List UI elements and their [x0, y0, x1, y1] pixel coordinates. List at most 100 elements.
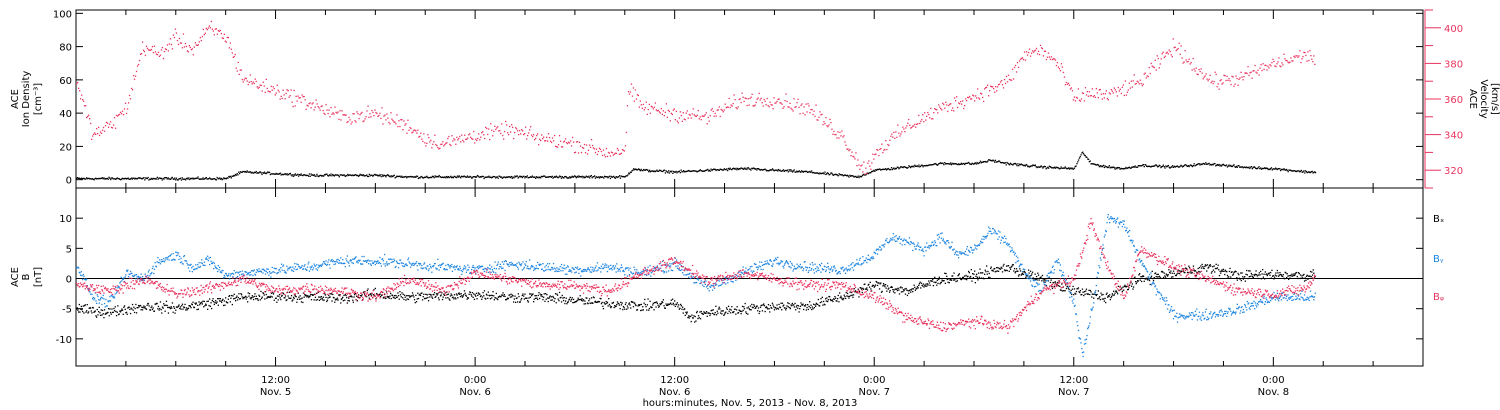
velocity-point [354, 120, 356, 122]
density-point [611, 176, 613, 178]
by-point [188, 264, 190, 266]
velocity-point [238, 73, 240, 75]
density-point [1092, 163, 1094, 165]
density-point [976, 161, 978, 164]
bx-point [1009, 268, 1012, 270]
by-point [117, 287, 119, 289]
bx-point [689, 315, 691, 317]
density-point [1276, 168, 1278, 171]
velocity-point [1258, 74, 1260, 76]
velocity-point [250, 81, 252, 83]
density-point [321, 175, 323, 177]
bx-point [737, 312, 739, 314]
density-point [279, 172, 281, 174]
velocity-point [1163, 56, 1165, 59]
bx-point [628, 303, 630, 305]
density-point [115, 178, 117, 180]
density-point [730, 168, 732, 170]
bx-point [1004, 270, 1006, 272]
velocity-point [1276, 63, 1278, 65]
density-point [295, 174, 297, 176]
velocity-point [413, 129, 415, 131]
bx-point [80, 305, 82, 308]
by-point [268, 270, 271, 273]
bx-point [613, 306, 615, 309]
bx-point [1289, 277, 1291, 279]
bx-point [680, 303, 682, 306]
density-point [281, 173, 283, 175]
bx-point [1258, 272, 1260, 274]
density-point [1292, 170, 1294, 172]
bx-point [1107, 295, 1109, 297]
velocity-point [127, 102, 130, 104]
velocity-point [126, 108, 129, 110]
velocity-point [829, 118, 831, 120]
density-point [826, 173, 828, 175]
bx-point [872, 284, 875, 287]
density-point [1047, 166, 1049, 168]
velocity-point [911, 126, 913, 129]
bx-point [307, 295, 309, 297]
velocity-point [1245, 72, 1247, 74]
bx-point [589, 302, 591, 304]
bx-point [649, 300, 651, 302]
bx-point [512, 295, 514, 297]
density-point [160, 177, 162, 180]
bx-point [1219, 270, 1221, 273]
density-point [369, 175, 371, 177]
density-point [1280, 169, 1282, 172]
bx-point [1258, 274, 1260, 276]
bx-point [638, 304, 640, 306]
bx-point [1254, 274, 1256, 277]
bx-point [487, 291, 489, 293]
bx-point [324, 293, 326, 295]
density-point [226, 177, 228, 179]
density-point [186, 177, 188, 179]
density-point [520, 175, 523, 178]
density-point [333, 175, 336, 177]
density-point [521, 176, 523, 179]
density-point [712, 169, 714, 171]
velocity-point [684, 119, 686, 121]
velocity-point [1130, 80, 1132, 82]
density-point [831, 172, 833, 174]
by-point [103, 298, 105, 300]
density-point [89, 178, 91, 180]
bx-point [1268, 272, 1270, 274]
velocity-point [1285, 59, 1287, 62]
density-point [359, 173, 361, 175]
density-point [419, 177, 421, 179]
density-point [801, 170, 803, 172]
bx-point [1174, 274, 1177, 277]
bx-point [254, 293, 256, 295]
bx-point [874, 285, 876, 287]
density-point [651, 170, 653, 172]
velocity-point [270, 85, 272, 88]
density-point [952, 163, 954, 165]
bx-point [961, 278, 963, 280]
velocity-point [641, 107, 643, 109]
density-point [703, 170, 706, 172]
velocity-point [293, 89, 295, 92]
bx-point [913, 284, 915, 286]
velocity-point [321, 105, 323, 107]
bx-point [262, 292, 265, 295]
bx-point [785, 307, 788, 309]
velocity-point [165, 48, 168, 51]
bx-point [837, 294, 839, 297]
velocity-point [1026, 54, 1029, 56]
velocity-point [249, 74, 251, 76]
density-point [666, 171, 668, 173]
density-point [1240, 166, 1243, 168]
velocity-point [389, 123, 391, 125]
density-point [139, 177, 141, 179]
density-point [1156, 166, 1159, 168]
density-point [322, 175, 324, 177]
density-point [270, 173, 272, 175]
density-point [129, 178, 131, 180]
velocity-point [332, 112, 334, 114]
by-point [98, 302, 100, 304]
density-point [240, 171, 242, 173]
bx-point [1017, 275, 1020, 277]
bx-point [175, 309, 177, 311]
